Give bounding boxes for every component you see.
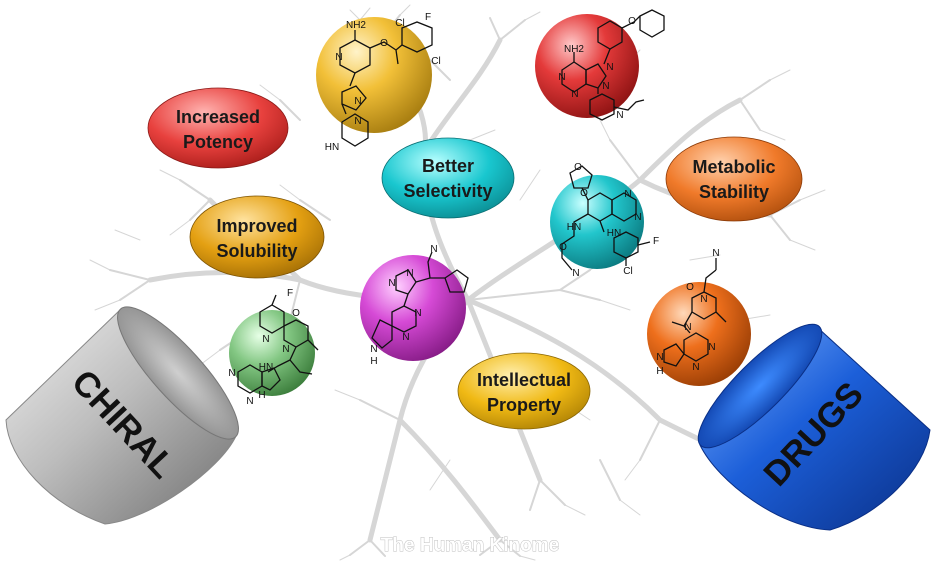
atom-label: N xyxy=(634,212,641,223)
benefit-increased-potency: Increased Potency xyxy=(147,87,289,169)
atom-label: O xyxy=(686,282,694,293)
benefit-line: Selectivity xyxy=(403,181,492,201)
atom-label: N xyxy=(402,332,409,343)
atom-label: F xyxy=(653,236,659,247)
atom-label: N xyxy=(684,322,691,333)
atom-label: O xyxy=(580,188,588,199)
atom-label: H xyxy=(370,356,377,367)
atom-label: N xyxy=(354,96,361,107)
drugs-capsule-opening xyxy=(697,323,823,449)
atom-label: O xyxy=(380,38,388,49)
atom-label: H xyxy=(656,366,663,377)
molecule-sphere-cyan: O O N N HN HN O N F Cl xyxy=(550,162,659,279)
atom-label: N xyxy=(246,396,253,407)
atom-label: N xyxy=(616,110,623,121)
atom-label: H xyxy=(258,390,265,401)
atom-label: O xyxy=(574,162,582,173)
benefit-line: Property xyxy=(487,395,561,415)
atom-label: N xyxy=(558,72,565,83)
molecule-sphere-yellow: NH2 Cl F O Cl N N N HN xyxy=(316,12,441,153)
molecule-sphere-red: NH2 N N N N N O xyxy=(535,9,665,121)
atom-label: N xyxy=(700,294,707,305)
atom-label: N xyxy=(430,244,437,255)
drugs-capsule: DRUGS xyxy=(697,323,931,531)
atom-label: F xyxy=(287,288,293,299)
atom-label: N xyxy=(228,368,235,379)
atom-label: HN xyxy=(259,362,273,373)
benefit-line: Stability xyxy=(699,182,769,202)
atom-label: N xyxy=(370,344,377,355)
chiral-capsule-opening xyxy=(117,306,239,440)
atom-label: N xyxy=(572,268,579,279)
benefit-line: Increased xyxy=(176,107,260,127)
atom-label: HN xyxy=(607,228,621,239)
atom-label: N xyxy=(406,268,413,279)
atom-label: N xyxy=(656,352,663,363)
atom-label: Cl xyxy=(623,266,632,277)
molecule-sphere-magenta: N N N N N N H xyxy=(360,244,469,367)
atom-label: N xyxy=(262,334,269,345)
benefit-improved-solubility: Improved Solubility xyxy=(189,195,325,279)
chiral-capsule: CHIRAL xyxy=(5,306,239,525)
benefit-line: Better xyxy=(422,156,474,176)
benefit-metabolic-stability: Metabolic Stability xyxy=(665,136,803,222)
atom-label: N xyxy=(388,278,395,289)
molecule-sphere-orange: N O N N N N N H xyxy=(647,248,751,386)
atom-label: N xyxy=(414,308,421,319)
atom-label: Cl xyxy=(395,18,404,29)
chiral-capsule-body xyxy=(5,309,237,525)
benefit-line: Intellectual xyxy=(477,370,571,390)
atom-label: N xyxy=(712,248,719,259)
atom-label: N xyxy=(335,52,342,63)
benefit-line: Metabolic xyxy=(692,157,775,177)
benefit-line: Potency xyxy=(183,132,253,152)
atom-label: N xyxy=(282,344,289,355)
kinome-caption: The Human Kinome xyxy=(381,535,559,556)
atom-label: N xyxy=(606,62,613,73)
benefit-line: Solubility xyxy=(217,241,298,261)
atom-label: N xyxy=(354,116,361,127)
atom-label: NH2 xyxy=(346,20,366,31)
atom-label: F xyxy=(425,12,431,23)
atom-label: N xyxy=(602,81,609,92)
molecule-sphere-green: F O N N HN N N H xyxy=(228,288,319,407)
atom-label: N xyxy=(708,342,715,353)
atom-label: N xyxy=(624,189,631,200)
atom-label: O xyxy=(628,16,636,27)
benefit-better-selectivity: Better Selectivity xyxy=(381,137,515,219)
atom-label: NH2 xyxy=(564,44,584,55)
atom-label: N xyxy=(571,89,578,100)
atom-label: HN xyxy=(325,142,339,153)
atom-label: N xyxy=(692,362,699,373)
atom-label: O xyxy=(559,242,567,253)
atom-label: Cl xyxy=(431,56,440,67)
benefit-intellectual-property: Intellectual Property xyxy=(457,352,591,430)
atom-label: O xyxy=(292,308,300,319)
atom-label: HN xyxy=(567,222,581,233)
drugs-capsule-body xyxy=(699,327,931,531)
benefit-line: Improved xyxy=(216,216,297,236)
